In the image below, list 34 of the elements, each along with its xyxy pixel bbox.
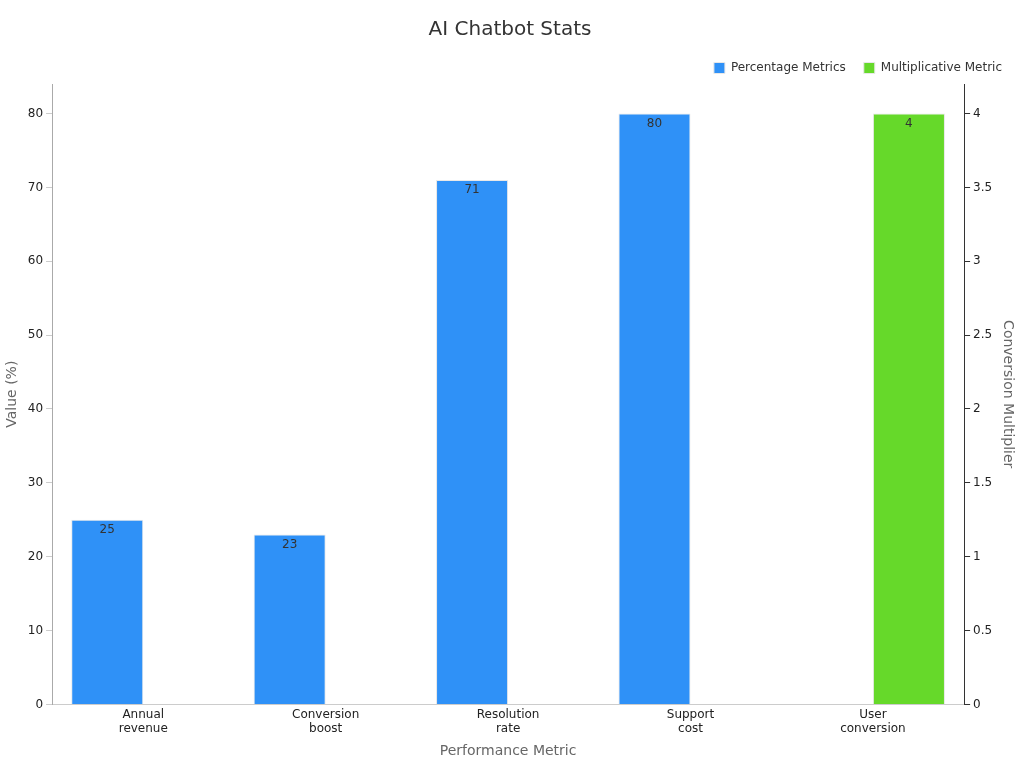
y2-tick-label: 2 xyxy=(973,401,981,416)
chart-title: AI Chatbot Stats xyxy=(428,16,592,41)
y-tick-label: 30 xyxy=(27,474,44,489)
data-label: 23 xyxy=(282,536,298,551)
x-tick-label: User conversion xyxy=(840,706,906,736)
y-tick-label: 60 xyxy=(27,253,44,268)
data-label: 25 xyxy=(99,521,115,536)
x-tick-label: Resolution rate xyxy=(476,706,540,736)
x-tick-label: Conversion boost xyxy=(292,706,360,736)
y-tick-label: 70 xyxy=(27,179,44,194)
y2-tick-label: 1 xyxy=(973,548,981,563)
y2-tick-label: 2.5 xyxy=(973,327,993,342)
y-tick-label: 80 xyxy=(27,105,44,120)
y2-tick-label: 0 xyxy=(973,696,981,711)
y-tick-label: 50 xyxy=(27,327,44,342)
legend-label: Percentage Metrics xyxy=(730,60,846,75)
data-label: 80 xyxy=(646,115,663,130)
y2-tick-label: 1.5 xyxy=(973,474,993,489)
y-tick-label: 40 xyxy=(27,401,44,416)
legend-label: Multiplicative Metric xyxy=(880,60,1003,75)
x-tick-label: Support cost xyxy=(666,706,715,736)
y2-tick-label: 3 xyxy=(973,253,981,268)
data-label: 4 xyxy=(905,115,913,130)
x-tick-label: Annual revenue xyxy=(118,706,168,736)
y2-tick-label: 3.5 xyxy=(973,179,993,194)
y2-axis-title: Conversion Multiplier xyxy=(1000,320,1017,469)
y-tick-label: 0 xyxy=(35,696,44,711)
y2-tick-label: 4 xyxy=(973,105,981,120)
y-tick-label: 20 xyxy=(27,548,44,563)
y2-tick-label: 0.5 xyxy=(973,622,993,637)
data-label: 71 xyxy=(464,182,480,197)
y-axis-title: Value (%) xyxy=(3,360,20,428)
x-axis-title: Performance Metric xyxy=(439,742,577,759)
y-tick-label: 10 xyxy=(27,622,44,637)
